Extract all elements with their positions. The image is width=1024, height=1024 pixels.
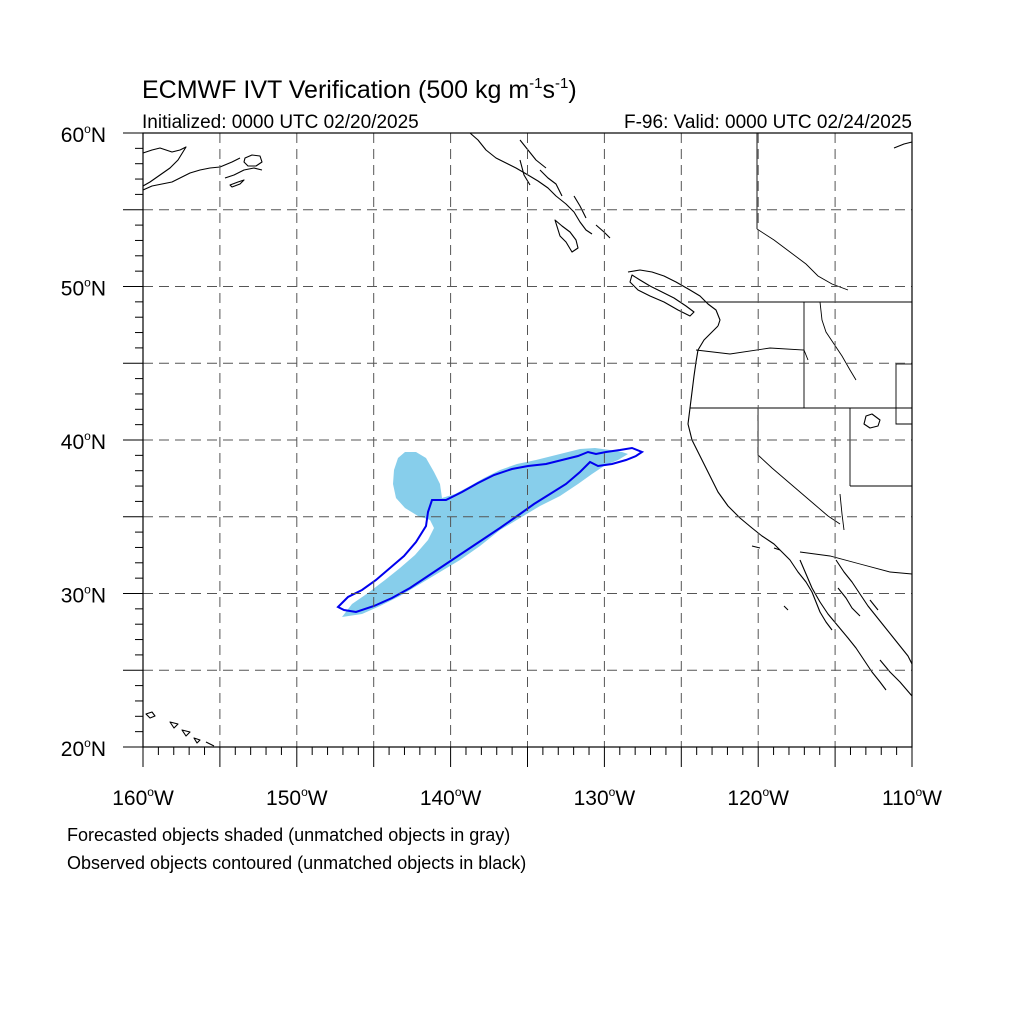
- map-title: ECMWF IVT Verification (500 kg m-1s-1): [142, 75, 577, 104]
- init-time-label: Initialized: 0000 UTC 02/20/2025: [142, 112, 419, 133]
- political-borders: [688, 133, 913, 575]
- lat-label: 30oN: [61, 583, 106, 608]
- lat-label: 20oN: [61, 736, 106, 761]
- valid-time-label: F-96: Valid: 0000 UTC 02/24/2025: [624, 112, 912, 133]
- lon-label: 140oW: [420, 785, 482, 810]
- lon-label: 120oW: [727, 785, 789, 810]
- coastlines: [142, 132, 913, 747]
- graticule-grid: [143, 133, 912, 747]
- legend-forecast-note: Forecasted objects shaded (unmatched obj…: [67, 825, 510, 845]
- lon-label: 110oW: [882, 785, 942, 810]
- observed-object-contour: [336, 446, 645, 614]
- axis-ticks: [123, 132, 913, 767]
- lat-label: 40oN: [61, 429, 106, 454]
- lon-label: 160oW: [112, 785, 174, 810]
- longitude-labels: 160oW 150oW 140oW 130oW 120oW 110oW: [112, 785, 942, 810]
- lat-label: 50oN: [61, 276, 106, 301]
- lon-label: 150oW: [266, 785, 328, 810]
- lon-label: 130oW: [574, 785, 636, 810]
- latitude-labels: 60oN 50oN 40oN 30oN 20oN: [61, 122, 106, 761]
- legend-observed-note: Observed objects contoured (unmatched ob…: [67, 853, 526, 873]
- lat-label: 60oN: [61, 122, 106, 147]
- forecast-object-shaded: [342, 448, 628, 617]
